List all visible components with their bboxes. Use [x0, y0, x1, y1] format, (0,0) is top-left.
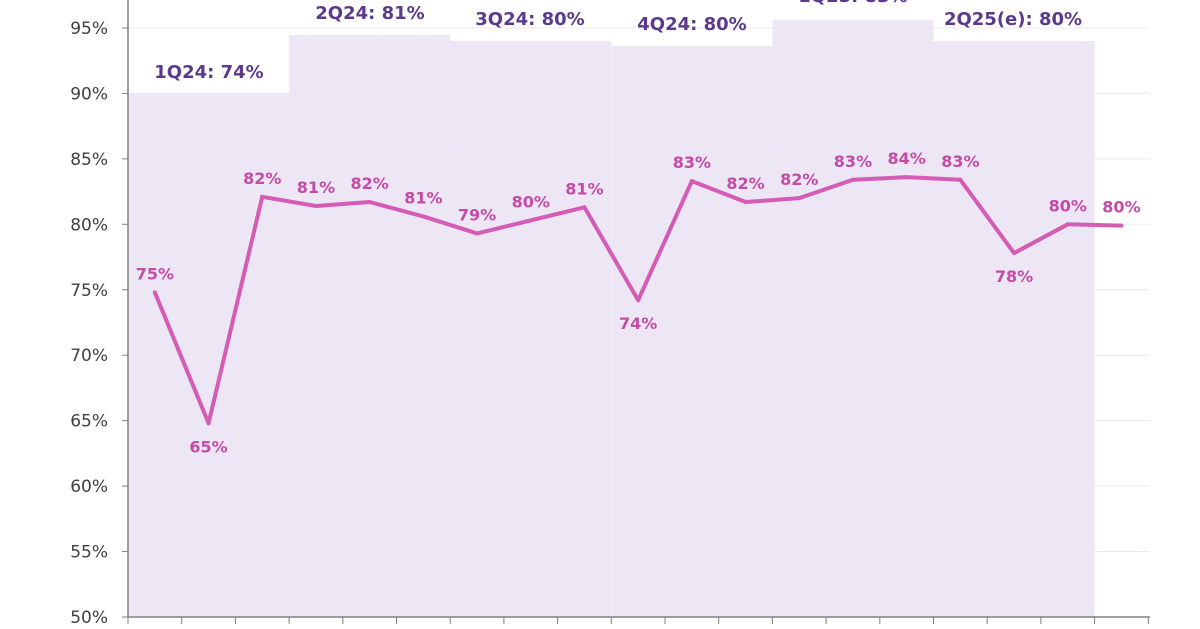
- data-point: [367, 200, 372, 205]
- data-point: [636, 298, 641, 303]
- data-point: [850, 177, 855, 182]
- data-label: 80%: [1049, 196, 1087, 215]
- data-label: 81%: [565, 179, 603, 198]
- data-label: 81%: [404, 188, 442, 207]
- y-tick-label: 90%: [70, 84, 108, 104]
- data-point: [689, 179, 694, 184]
- data-label: 80%: [512, 192, 550, 211]
- data-label: 75%: [136, 264, 174, 283]
- quarter-label: 3Q24: 80%: [475, 9, 584, 30]
- y-tick-label: 75%: [70, 281, 108, 301]
- y-tick-label: 55%: [70, 543, 108, 563]
- quarter-band: [611, 46, 773, 617]
- data-label: 80%: [1102, 198, 1140, 217]
- y-tick-label: 65%: [70, 412, 108, 432]
- data-point: [1119, 223, 1124, 228]
- data-point: [904, 175, 909, 180]
- y-tick-label: 60%: [70, 477, 108, 497]
- data-point: [206, 421, 211, 426]
- data-point: [313, 203, 318, 208]
- data-label: 65%: [189, 437, 227, 456]
- data-label: 78%: [995, 267, 1033, 286]
- data-point: [475, 231, 480, 236]
- y-tick-label: 95%: [70, 19, 108, 39]
- data-label: 74%: [619, 314, 657, 333]
- data-point: [260, 194, 265, 199]
- quarter-label: 1Q24: 74%: [154, 62, 263, 83]
- data-label: 82%: [243, 169, 281, 188]
- data-label: 83%: [941, 152, 979, 171]
- quarter-label: 2Q24: 81%: [315, 3, 424, 24]
- data-label: 81%: [297, 178, 335, 197]
- quarter-band: [772, 20, 934, 617]
- data-point: [152, 290, 157, 295]
- data-point: [528, 218, 533, 223]
- data-label: 82%: [351, 174, 389, 193]
- data-label: 83%: [673, 153, 711, 172]
- quarter-label: 1Q25: 83%: [798, 0, 907, 7]
- data-point: [1065, 222, 1070, 227]
- quarter-band: [450, 41, 612, 617]
- quarter-band: [289, 35, 451, 617]
- quarter-band: [933, 41, 1095, 617]
- data-point: [1012, 251, 1017, 256]
- data-point: [743, 200, 748, 205]
- y-tick-label: 85%: [70, 150, 108, 170]
- y-tick-label: 50%: [70, 608, 108, 628]
- data-label: 79%: [458, 205, 496, 224]
- data-label: 84%: [888, 149, 926, 168]
- data-point: [797, 196, 802, 201]
- quarter-label: 2Q25(e): 80%: [944, 9, 1082, 30]
- data-point: [582, 205, 587, 210]
- data-label: 83%: [834, 152, 872, 171]
- quarter-label: 4Q24: 80%: [637, 14, 746, 35]
- data-point: [958, 177, 963, 182]
- data-label: 82%: [726, 174, 764, 193]
- y-tick-label: 80%: [70, 215, 108, 235]
- data-label: 82%: [780, 170, 818, 189]
- y-tick-label: 70%: [70, 346, 108, 366]
- data-point: [421, 214, 426, 219]
